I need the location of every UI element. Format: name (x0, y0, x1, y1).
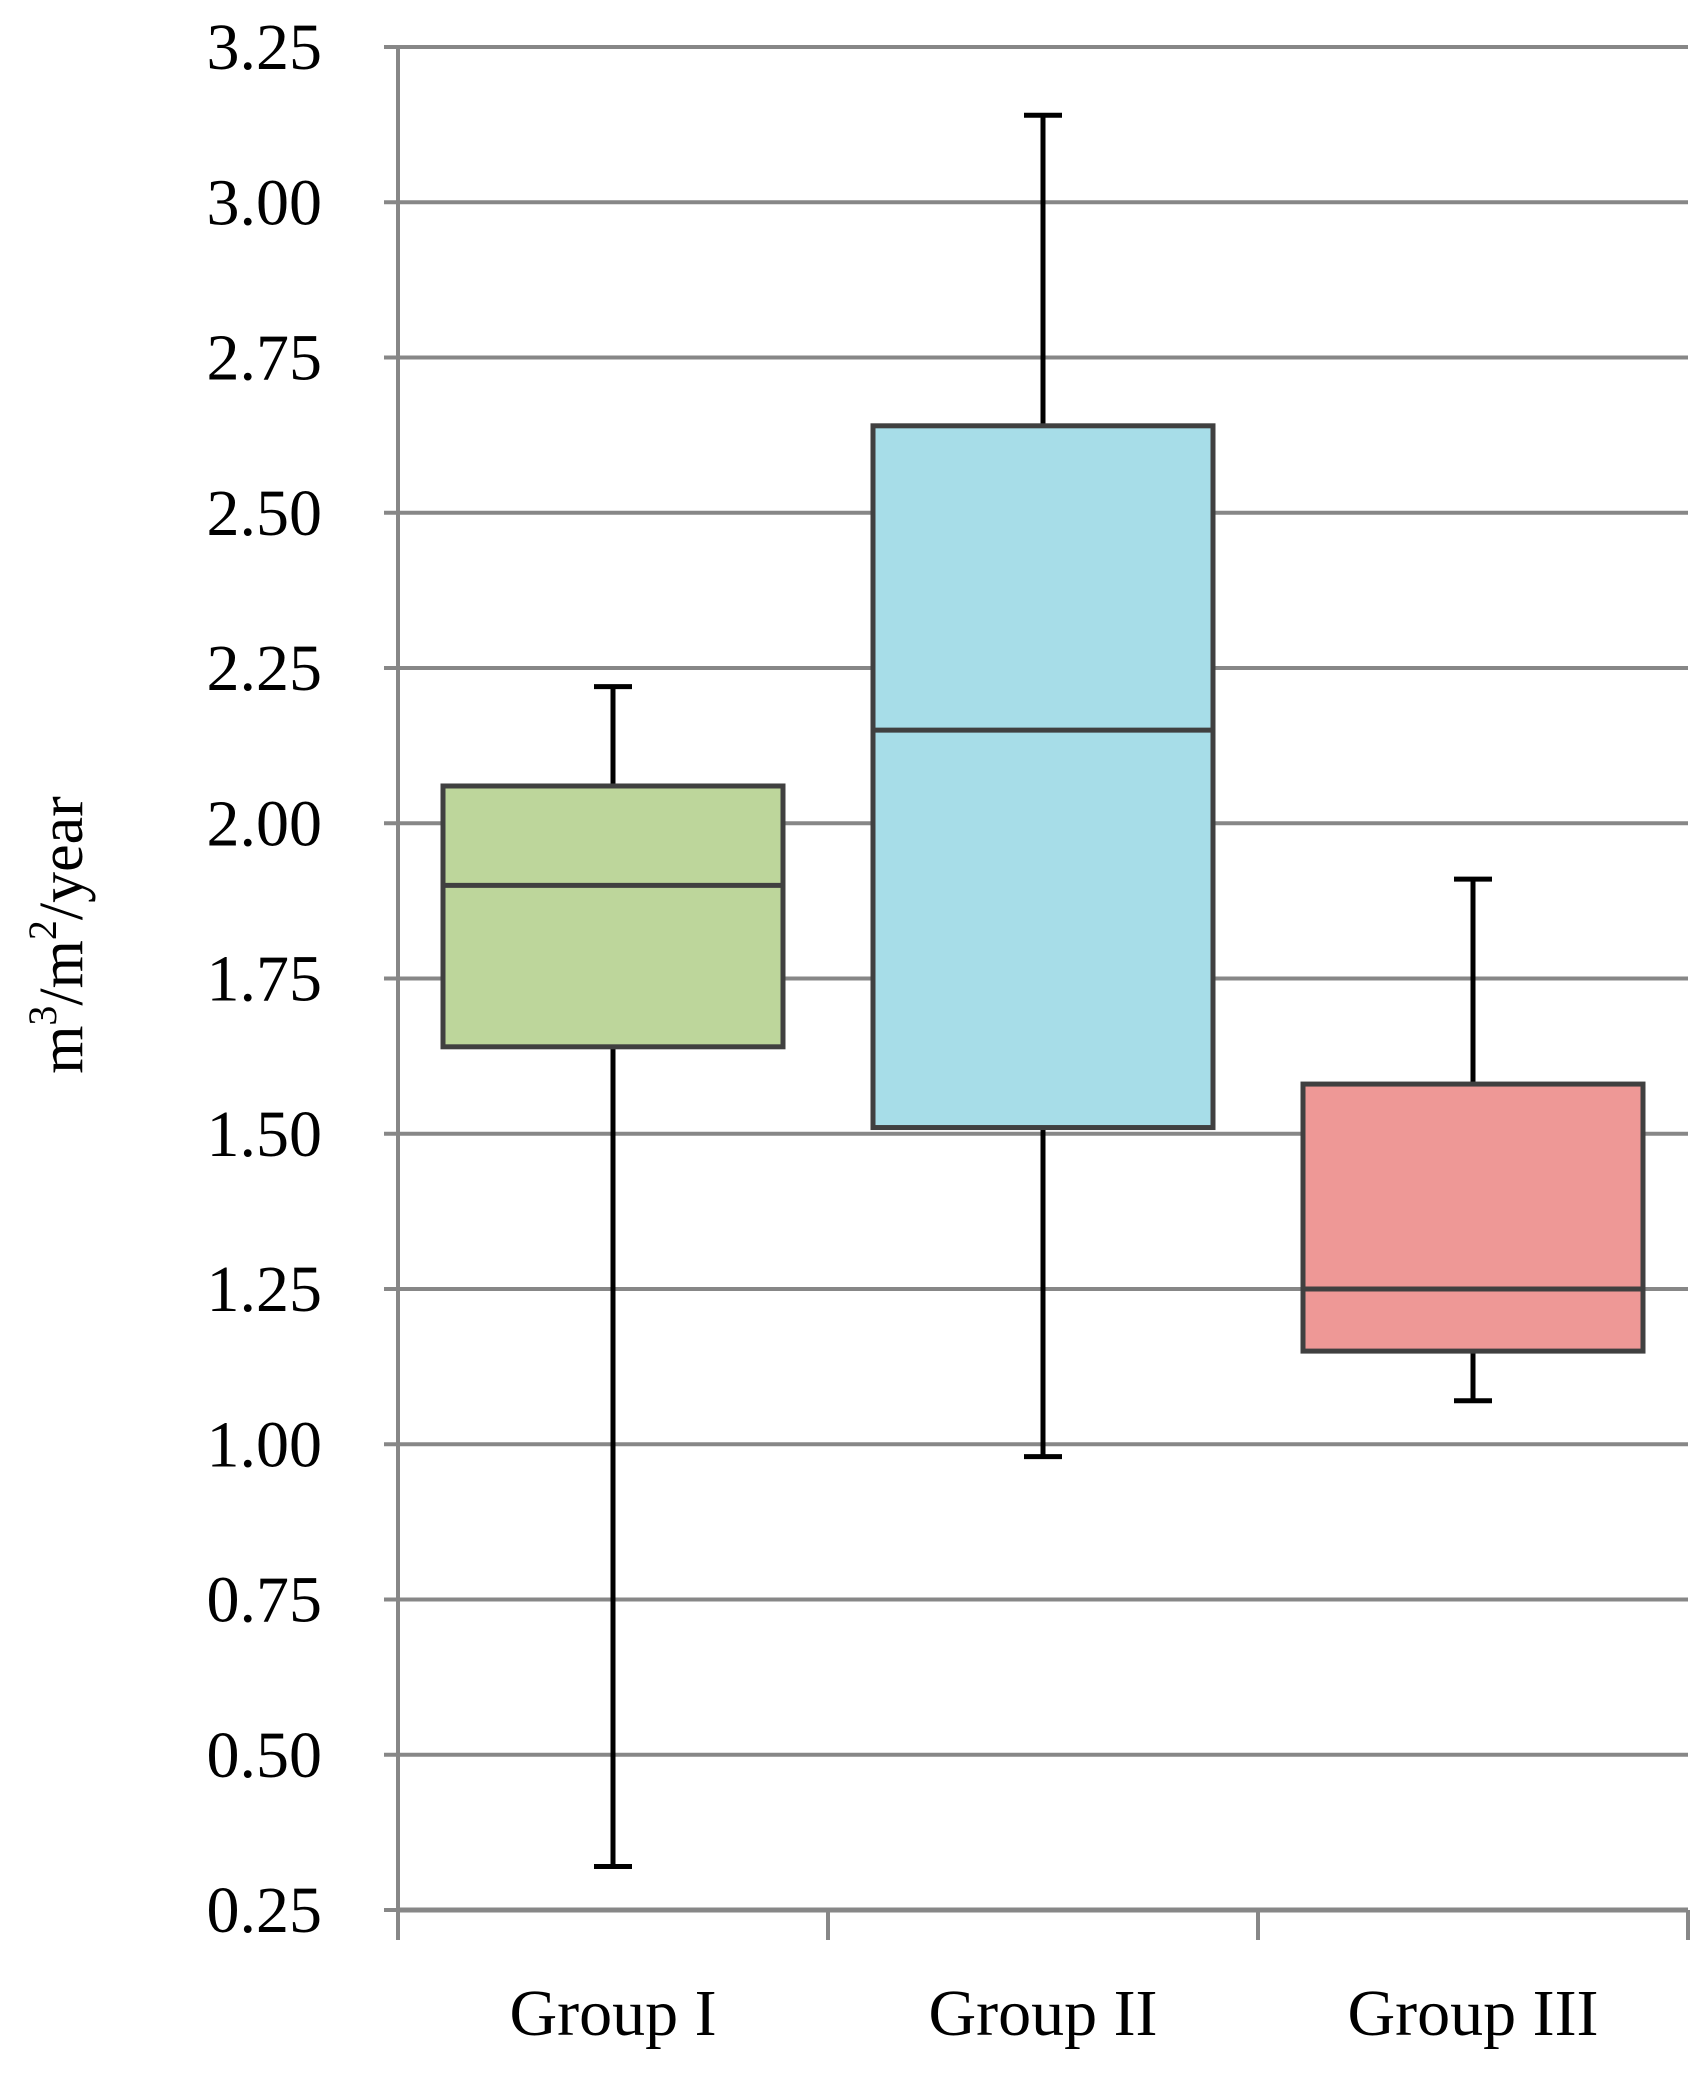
y-tick-label: 0.50 (207, 1719, 323, 1792)
y-tick-label: 2.50 (207, 477, 323, 550)
y-tick-label: 0.25 (207, 1874, 323, 1947)
x-tick-label: Group I (509, 1977, 716, 2050)
y-tick-label: 0.75 (207, 1564, 323, 1637)
x-tick-label: Group III (1347, 1977, 1598, 2050)
iqr-box (1300, 1081, 1646, 1354)
y-tick-label: 2.25 (207, 632, 323, 705)
y-tick-label: 2.75 (207, 322, 323, 395)
y-axis-label: m3/m2/year (20, 796, 96, 1074)
y-tick-label: 3.25 (207, 11, 323, 84)
whiskers (594, 112, 1492, 1870)
y-tick-label: 1.75 (207, 943, 323, 1016)
boxes (440, 423, 1646, 1354)
iqr-box (870, 423, 1216, 1131)
y-tick-label: 2.00 (207, 787, 323, 860)
iqr-box (440, 783, 786, 1050)
x-tick-labels: Group I Group II Group III (509, 1977, 1598, 2050)
y-tick-labels: 0.25 0.50 0.75 1.00 1.25 1.50 1.75 2.00 2.25 2.50… (207, 11, 323, 1947)
y-tick-label: 1.00 (207, 1408, 323, 1481)
y-tick-label: 1.25 (207, 1253, 323, 1326)
gridlines (384, 45, 1688, 1912)
x-tick-label: Group II (928, 1977, 1157, 2050)
y-tick-label: 3.00 (207, 166, 323, 239)
axes (396, 47, 1690, 1940)
y-tick-label: 1.50 (207, 1098, 323, 1171)
